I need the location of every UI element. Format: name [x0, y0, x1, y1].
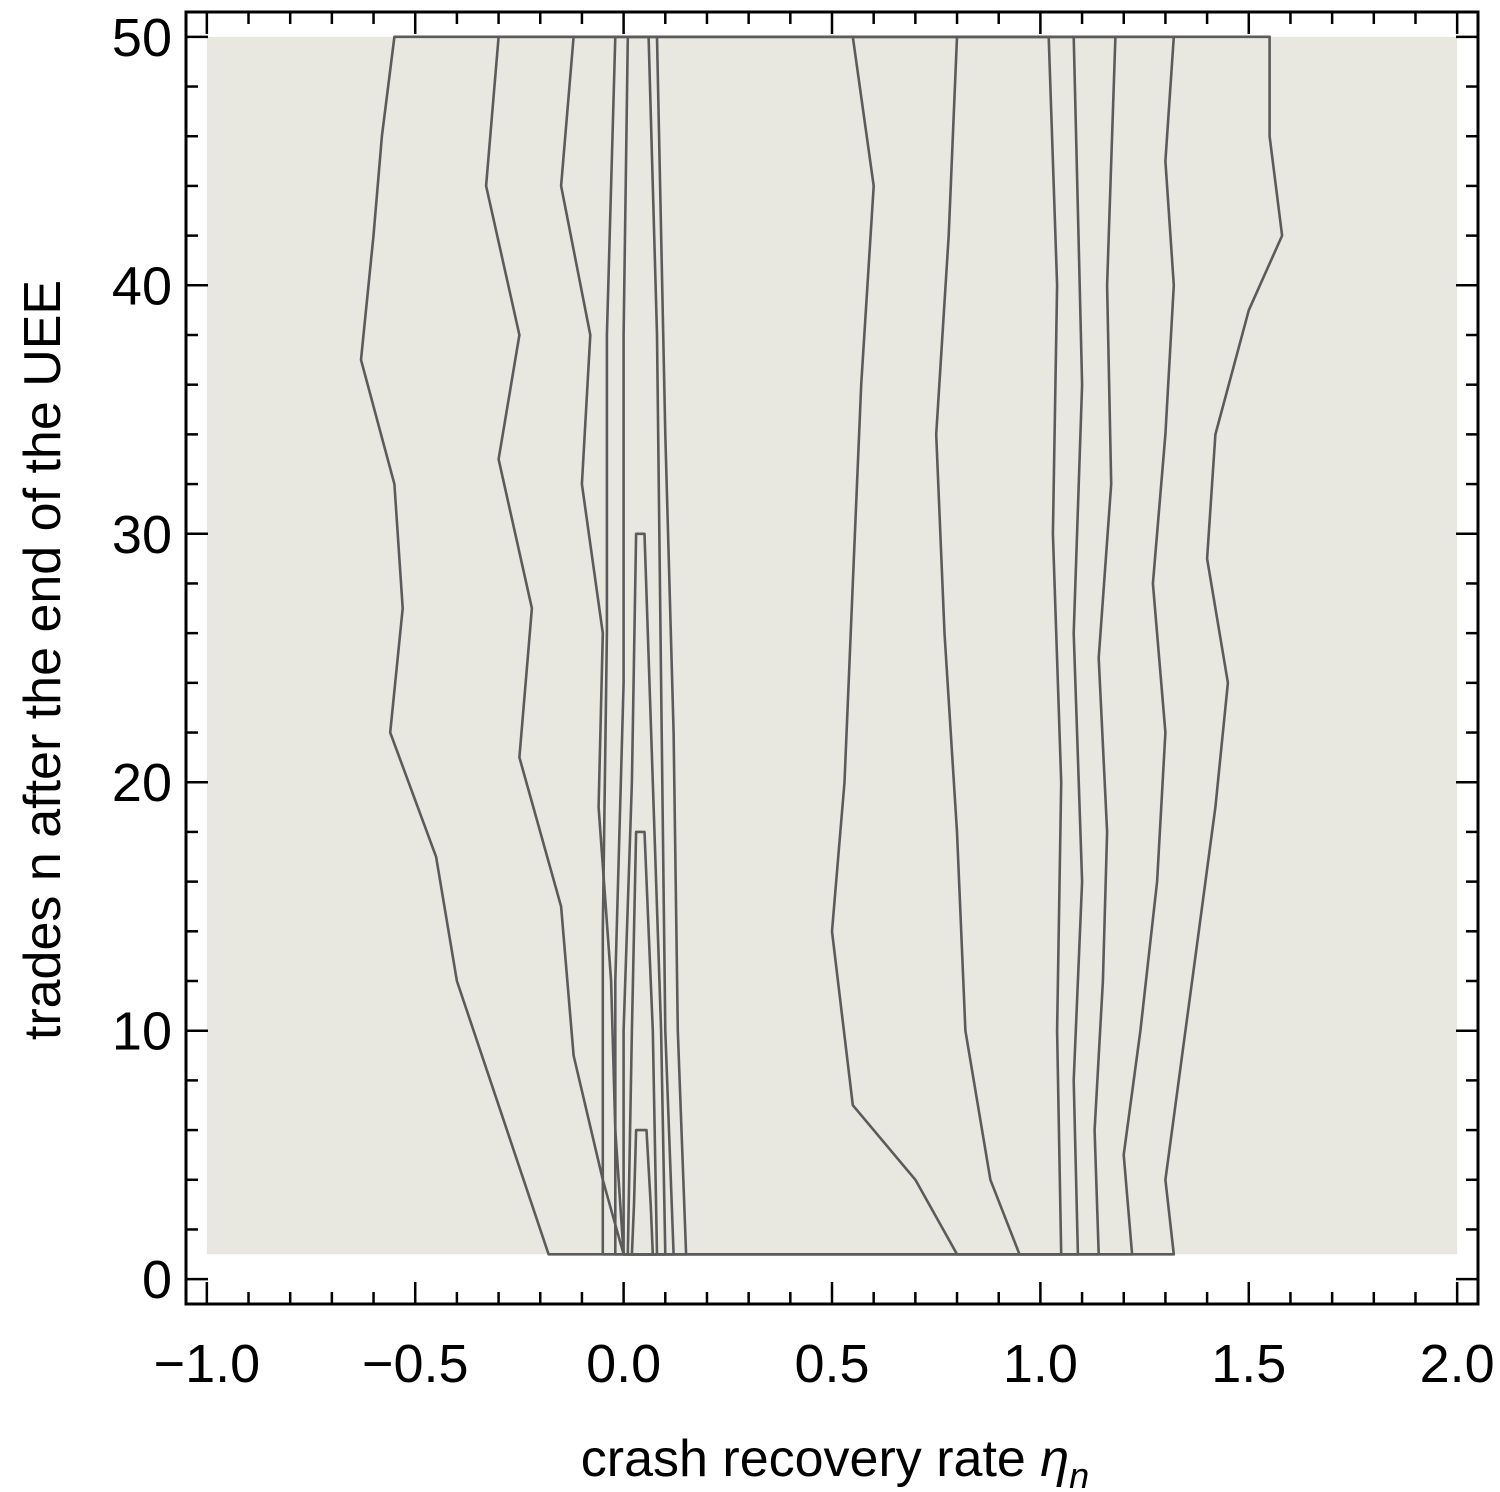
contour-region-level-1-outer	[359, 35, 1284, 1256]
x-tick-label: 2.0	[1420, 1334, 1495, 1394]
plot-area	[206, 35, 1458, 1256]
y-tick-label: 40	[112, 256, 172, 316]
contour-region-ridge-4	[626, 830, 659, 1256]
x-tick-label: −1.0	[154, 1334, 261, 1394]
y-axis-ticks: 0 10 20 30 40 50	[112, 8, 1478, 1310]
y-tick-label: 30	[112, 505, 172, 565]
contour-base-region	[206, 36, 1458, 1255]
y-axis-title: trades n after the end of the UEE	[14, 280, 72, 1040]
x-axis-ticks: −1.0 −0.5 0.0 0.5 1.0 1.5 2.0	[154, 12, 1495, 1394]
contour-region-level-4	[830, 35, 1084, 1256]
x-tick-label: 1.0	[1003, 1334, 1078, 1394]
y-tick-label: 20	[112, 753, 172, 813]
x-axis-title: crash recovery rate ηn	[581, 1430, 1089, 1492]
contour-region-level-3	[559, 35, 1117, 1256]
contour-region-ridge-5	[630, 1128, 655, 1256]
contour-region-ridge-2	[613, 35, 675, 1256]
contour-region-level-5	[934, 35, 1063, 1256]
contour-region-ridge-1	[601, 35, 688, 1256]
y-tick-label: 10	[112, 1002, 172, 1062]
y-tick-label: 50	[112, 8, 172, 68]
x-tick-label: −0.5	[362, 1334, 469, 1394]
x-tick-label: 0.0	[586, 1334, 661, 1394]
x-tick-label: 0.5	[794, 1334, 869, 1394]
contour-region-level-2	[484, 35, 1176, 1256]
contour-region-ridge-3	[622, 532, 667, 1256]
y-tick-label: 0	[142, 1250, 172, 1310]
x-tick-label: 1.5	[1211, 1334, 1286, 1394]
